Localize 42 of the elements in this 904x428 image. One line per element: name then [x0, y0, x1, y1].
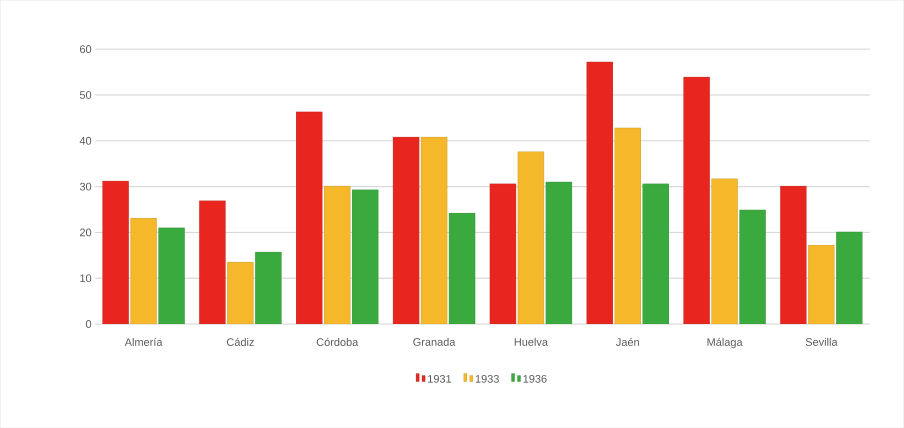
bar: [420, 136, 448, 324]
x-tick-label: Córdoba: [316, 338, 358, 346]
x-tick-label: Almería: [124, 338, 162, 346]
legend-label: 1933: [476, 374, 499, 383]
y-tick-label: 40: [80, 136, 92, 145]
bar: [392, 136, 420, 324]
x-tick-label: Jaén: [616, 338, 639, 346]
bar: [683, 76, 710, 324]
bar: [296, 112, 322, 324]
bar: [711, 178, 738, 324]
x-tick-label: Málaga: [708, 338, 743, 348]
bar: [780, 186, 807, 324]
bar: [518, 152, 544, 324]
bar: [352, 190, 378, 324]
x-tick-label: Cádiz: [226, 338, 254, 346]
y-tick-label: 10: [80, 274, 92, 282]
bar: [836, 232, 863, 324]
x-tick-label: Granada: [413, 338, 456, 346]
bar: [199, 200, 226, 324]
bar: [808, 244, 835, 324]
bar: [614, 128, 641, 324]
y-tick-label: 50: [80, 91, 92, 99]
bar: [158, 228, 185, 324]
y-tick-label: 0: [86, 320, 92, 328]
x-tick-label: Sevilla: [806, 338, 838, 346]
x-tick-label: Huelva: [514, 338, 548, 346]
legend-label: 1931: [428, 374, 452, 383]
bar: [324, 186, 350, 324]
legend-label: 1936: [524, 374, 547, 383]
bar: [255, 252, 282, 324]
bar: [102, 180, 129, 324]
bar: [490, 184, 516, 324]
bar: [546, 182, 572, 324]
y-tick-label: 30: [80, 182, 92, 190]
y-tick-label: 20: [80, 228, 92, 236]
bar: [586, 62, 613, 324]
bar: [227, 262, 254, 324]
bar: [642, 184, 669, 324]
bar: [739, 210, 766, 324]
bar: [130, 218, 157, 324]
y-tick-label: 60: [80, 45, 92, 53]
bar: [448, 212, 476, 324]
